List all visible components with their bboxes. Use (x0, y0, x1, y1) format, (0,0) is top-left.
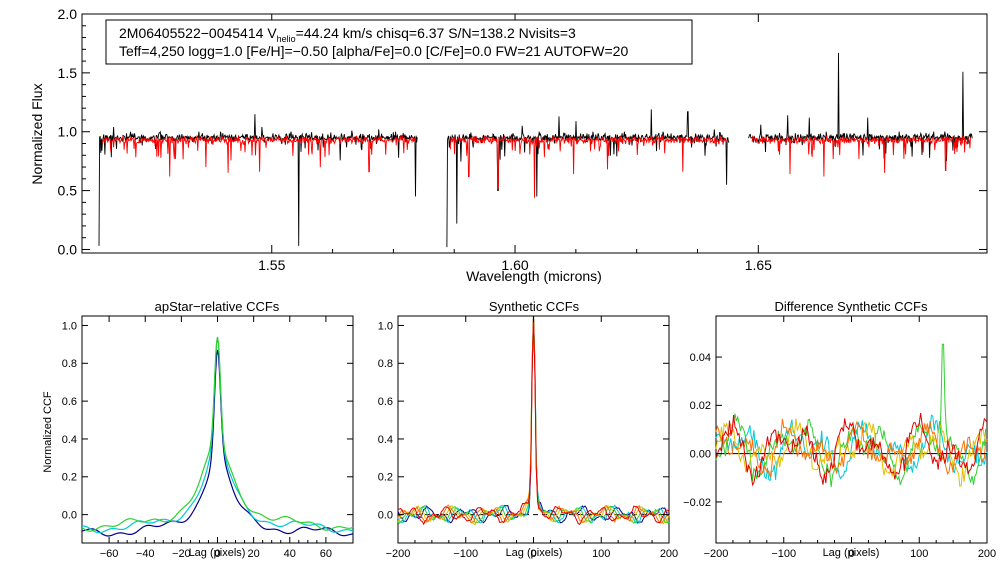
x-tick-label: 1.55 (258, 257, 285, 273)
x-tick-label: 1.65 (745, 257, 772, 273)
x-tick-label: −100 (453, 548, 478, 560)
x-tick-label: −200 (386, 548, 411, 560)
y-tick-label: 0.8 (378, 358, 393, 370)
x-tick-label: 0 (848, 548, 854, 560)
y-tick-label: 0.4 (378, 434, 393, 446)
x-tick-label: 100 (910, 548, 928, 560)
synthetic-ccf-line-6 (398, 315, 670, 526)
difference-ccf-panel: Difference Synthetic CCFs −200 −100 0 100 20… (683, 299, 996, 560)
x-tick-label: 100 (592, 548, 610, 560)
annotation-v-value: =44.24 km/s (296, 25, 373, 41)
synthetic-ccf-line-1 (397, 315, 670, 524)
x-tick-label: −20 (172, 548, 191, 560)
y-tick-label: 0.8 (62, 358, 77, 370)
synthetic-ccf-panel: Synthetic CCFs −200 −100 0 100 200 0.0 0.2 0.4 0… (378, 299, 678, 560)
apstar-ccf-line-2 (82, 337, 354, 534)
y-tick-label: 0.2 (378, 472, 393, 484)
observed-spectrum-chip-2 (446, 109, 730, 248)
difference-ccf-line-3 (715, 418, 988, 488)
synthetic-ccf-line-2 (397, 315, 670, 525)
x-tick-label: 40 (284, 548, 296, 560)
x-tick-label: 200 (660, 548, 678, 560)
apstar-ccf-x-axis-label: Lag (pixels) (189, 547, 246, 559)
spectrum-panel: 1.55 1.60 1.65 0.0 0.5 1.0 1.5 2.0 2M06405522−0… (29, 6, 988, 284)
difference-ccf-axes: −200 −100 0 100 200 −0.02 0.00 0.02 0.04 (683, 316, 996, 560)
difference-ccf-series (715, 343, 988, 488)
x-tick-label: 20 (248, 548, 260, 560)
y-tick-label: 0.2 (62, 472, 77, 484)
synthetic-ccf-axes: −200 −100 0 100 200 0.0 0.2 0.4 0.6 0.8 1.0 (378, 316, 678, 560)
spectrum-plot-frame (81, 13, 988, 254)
y-tick-label: 0.04 (690, 352, 711, 364)
synthetic-spectrum-chip-3 (751, 135, 971, 177)
observed-spectrum-chip-3 (748, 52, 973, 162)
apstar-ccf-line-1 (81, 349, 354, 537)
y-tick-label: 0.0 (62, 509, 77, 521)
annotation-line-2: Teff=4,250 logg=1.0 [Fe/H]=−0.50 [alpha/… (119, 43, 628, 59)
difference-ccf-line-2 (715, 343, 988, 488)
y-tick-label: 0.6 (62, 396, 77, 408)
spectrum-y-axis-label: Normalized Flux (29, 83, 45, 184)
x-tick-label: 0 (214, 548, 220, 560)
synthetic-ccf-line-3 (397, 315, 670, 525)
spectrum-axes: 1.55 1.60 1.65 0.0 0.5 1.0 1.5 2.0 (58, 6, 987, 273)
y-tick-label: 2.0 (58, 6, 78, 22)
y-tick-label: 0.02 (690, 400, 711, 412)
apstar-ccf-title: apStar−relative CCFs (155, 299, 280, 314)
y-tick-label: 0.0 (378, 509, 393, 521)
x-tick-label: −40 (136, 548, 155, 560)
x-tick-label: 0 (530, 548, 536, 560)
y-tick-label: 1.0 (58, 124, 78, 140)
annotation-stats: chisq=6.37 S/N=138.2 Nvisits=3 (376, 25, 576, 41)
synthetic-ccf-line-4 (397, 315, 670, 526)
observed-spectrum-series (98, 52, 973, 248)
annotation-object: 2M06405522−0045414 (119, 25, 264, 41)
apstar-ccf-panel: apStar−relative CCFs −60 −40 −20 0 20 40 60 0.0… (42, 299, 354, 560)
annotation-v-prefix: V (267, 25, 277, 41)
x-tick-label: 60 (320, 548, 332, 560)
y-tick-label: 1.5 (58, 65, 78, 81)
difference-ccf-line-5 (715, 413, 988, 487)
y-tick-label: 0.00 (690, 448, 711, 460)
annotation-v-sub: helio (277, 34, 296, 44)
synthetic-ccf-x-axis-label: Lag (pixels) (506, 547, 563, 559)
y-tick-label: 1.0 (378, 320, 393, 332)
annotation-box (105, 19, 693, 65)
difference-ccf-x-axis-label: Lag (pixels) (823, 547, 880, 559)
x-tick-label: 200 (978, 548, 996, 560)
apstar-ccf-series (81, 336, 354, 537)
synthetic-ccf-line-5 (397, 315, 670, 524)
y-tick-label: 0.5 (58, 183, 78, 199)
observed-spectrum-chip-1 (98, 114, 418, 246)
synthetic-spectrum-chip-1 (102, 134, 416, 177)
apstar-ccf-y-axis-label: Normalized CCF (42, 391, 54, 473)
synthetic-ccf-frame (397, 315, 670, 544)
x-tick-label: 1.60 (501, 257, 528, 273)
apstar-ccf-axes: −60 −40 −20 0 20 40 60 0.0 0.2 0.4 0.6 0.8 1.0 (62, 316, 353, 560)
y-tick-label: −0.02 (683, 497, 711, 509)
synthetic-spectrum-chip-2 (449, 135, 728, 198)
apstar-ccf-line-3 (81, 336, 354, 532)
synthetic-spectrum-series (102, 134, 971, 198)
difference-ccf-title: Difference Synthetic CCFs (775, 299, 928, 314)
x-tick-label: −60 (100, 548, 119, 560)
synthetic-ccf-series (397, 315, 670, 526)
x-tick-label: −200 (704, 548, 729, 560)
annotation-line-1: 2M06405522−0045414 Vhelio=44.24 km/s chi… (119, 25, 576, 44)
y-tick-label: 0.0 (58, 241, 78, 257)
y-tick-label: 0.6 (378, 396, 393, 408)
synthetic-ccf-title: Synthetic CCFs (489, 299, 580, 314)
x-tick-label: −100 (771, 548, 796, 560)
spectrum-x-axis-label: Wavelength (microns) (466, 268, 602, 284)
y-tick-label: 1.0 (62, 320, 77, 332)
y-tick-label: 0.4 (62, 434, 77, 446)
